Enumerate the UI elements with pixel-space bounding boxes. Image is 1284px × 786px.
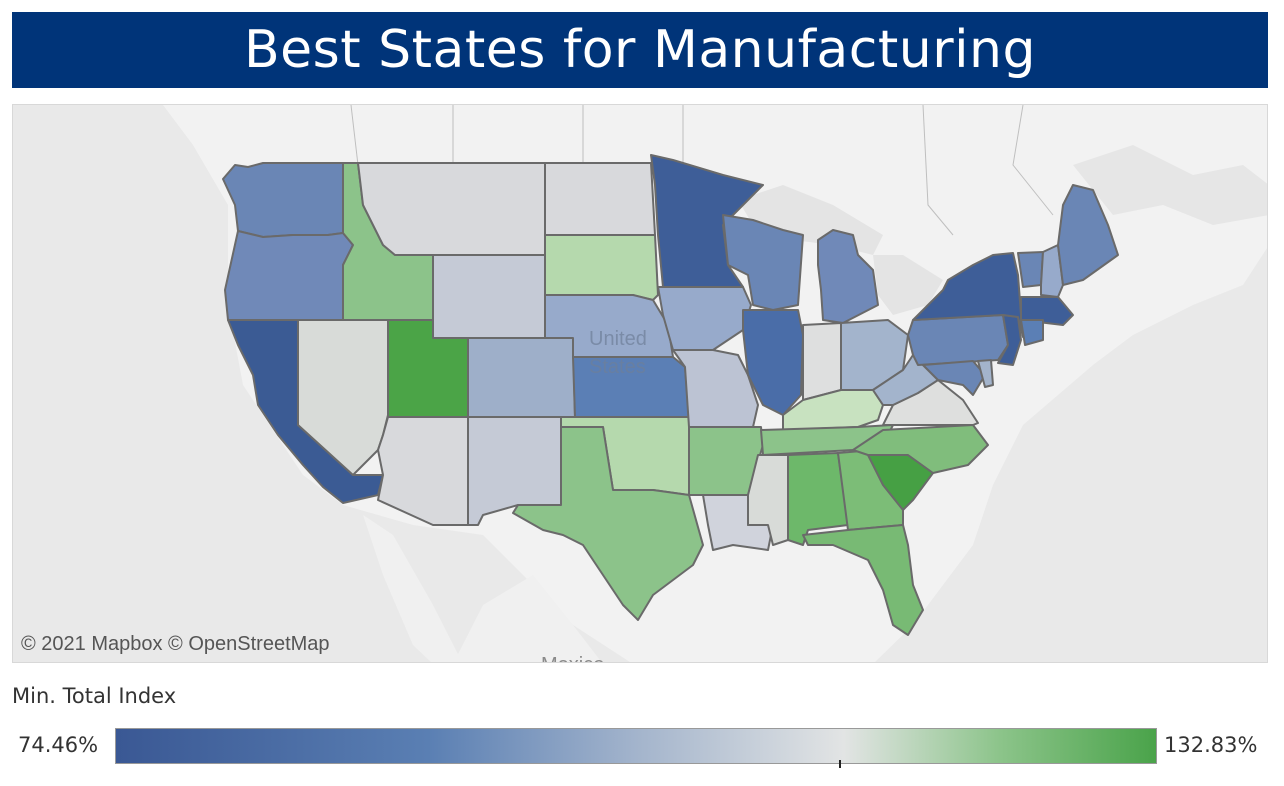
- state-colorado[interactable]: Colorado: [467, 337, 576, 418]
- legend-min-label: 74.46%: [18, 733, 99, 757]
- state-michigan[interactable]: Michigan: [817, 229, 879, 324]
- state-iowa[interactable]: Iowa: [657, 286, 752, 351]
- map-attribution[interactable]: © 2021 Mapbox © OpenStreetMap: [21, 633, 330, 655]
- state-vermont[interactable]: Vermont: [1017, 251, 1044, 288]
- canada-boundaries: [350, 105, 1054, 236]
- state-north-dakota[interactable]: North Dakota: [544, 162, 656, 236]
- state-florida[interactable]: Florida: [802, 524, 924, 636]
- states-layer: Washington Oregon California Nevada Idah…: [222, 154, 1119, 636]
- legend-title: Min. Total Index: [12, 684, 177, 708]
- legend-marker-tick: [838, 760, 841, 768]
- map-view[interactable]: Washington Oregon California Nevada Idah…: [12, 104, 1268, 663]
- lake-huron: [873, 255, 943, 315]
- baja-land: [363, 515, 462, 662]
- state-south-dakota[interactable]: South Dakota: [544, 234, 659, 301]
- state-delaware[interactable]: Delaware: [977, 359, 994, 388]
- page-title: Best States for Manufacturing: [243, 20, 1036, 80]
- state-connecticut[interactable]: Connecticut: [1020, 319, 1044, 346]
- state-washington[interactable]: Washington: [222, 162, 344, 238]
- state-indiana[interactable]: Indiana: [802, 322, 842, 401]
- state-montana[interactable]: Montana: [357, 162, 546, 256]
- title-bar: Best States for Manufacturing: [12, 12, 1268, 88]
- state-pennsylvania[interactable]: Pennsylvania: [907, 314, 1009, 366]
- legend-max-label: 132.83%: [1164, 733, 1258, 757]
- neighbor-country-label: Mexico: [541, 654, 604, 663]
- state-wisconsin[interactable]: Wisconsin: [722, 214, 804, 311]
- hudson-water: [1073, 145, 1267, 225]
- mexico-land: [454, 575, 602, 662]
- state-texas[interactable]: Texas: [512, 426, 704, 621]
- country-label: United: [589, 328, 647, 350]
- state-new-york[interactable]: New York: [912, 252, 1044, 338]
- state-missouri[interactable]: Missouri: [672, 349, 759, 428]
- state-massachusetts[interactable]: Massachusetts: [1020, 296, 1074, 326]
- state-oregon[interactable]: Oregon: [224, 230, 354, 321]
- country-label-line2: States: [589, 356, 646, 378]
- state-maine[interactable]: Maine: [1057, 184, 1119, 286]
- legend-color-ramp: [115, 728, 1157, 764]
- state-north-carolina[interactable]: North Carolina: [852, 424, 989, 474]
- state-wyoming[interactable]: Wyoming: [432, 254, 546, 339]
- state-maryland[interactable]: Maryland: [922, 360, 986, 396]
- map-canvas[interactable]: Washington Oregon California Nevada Idah…: [13, 105, 1268, 663]
